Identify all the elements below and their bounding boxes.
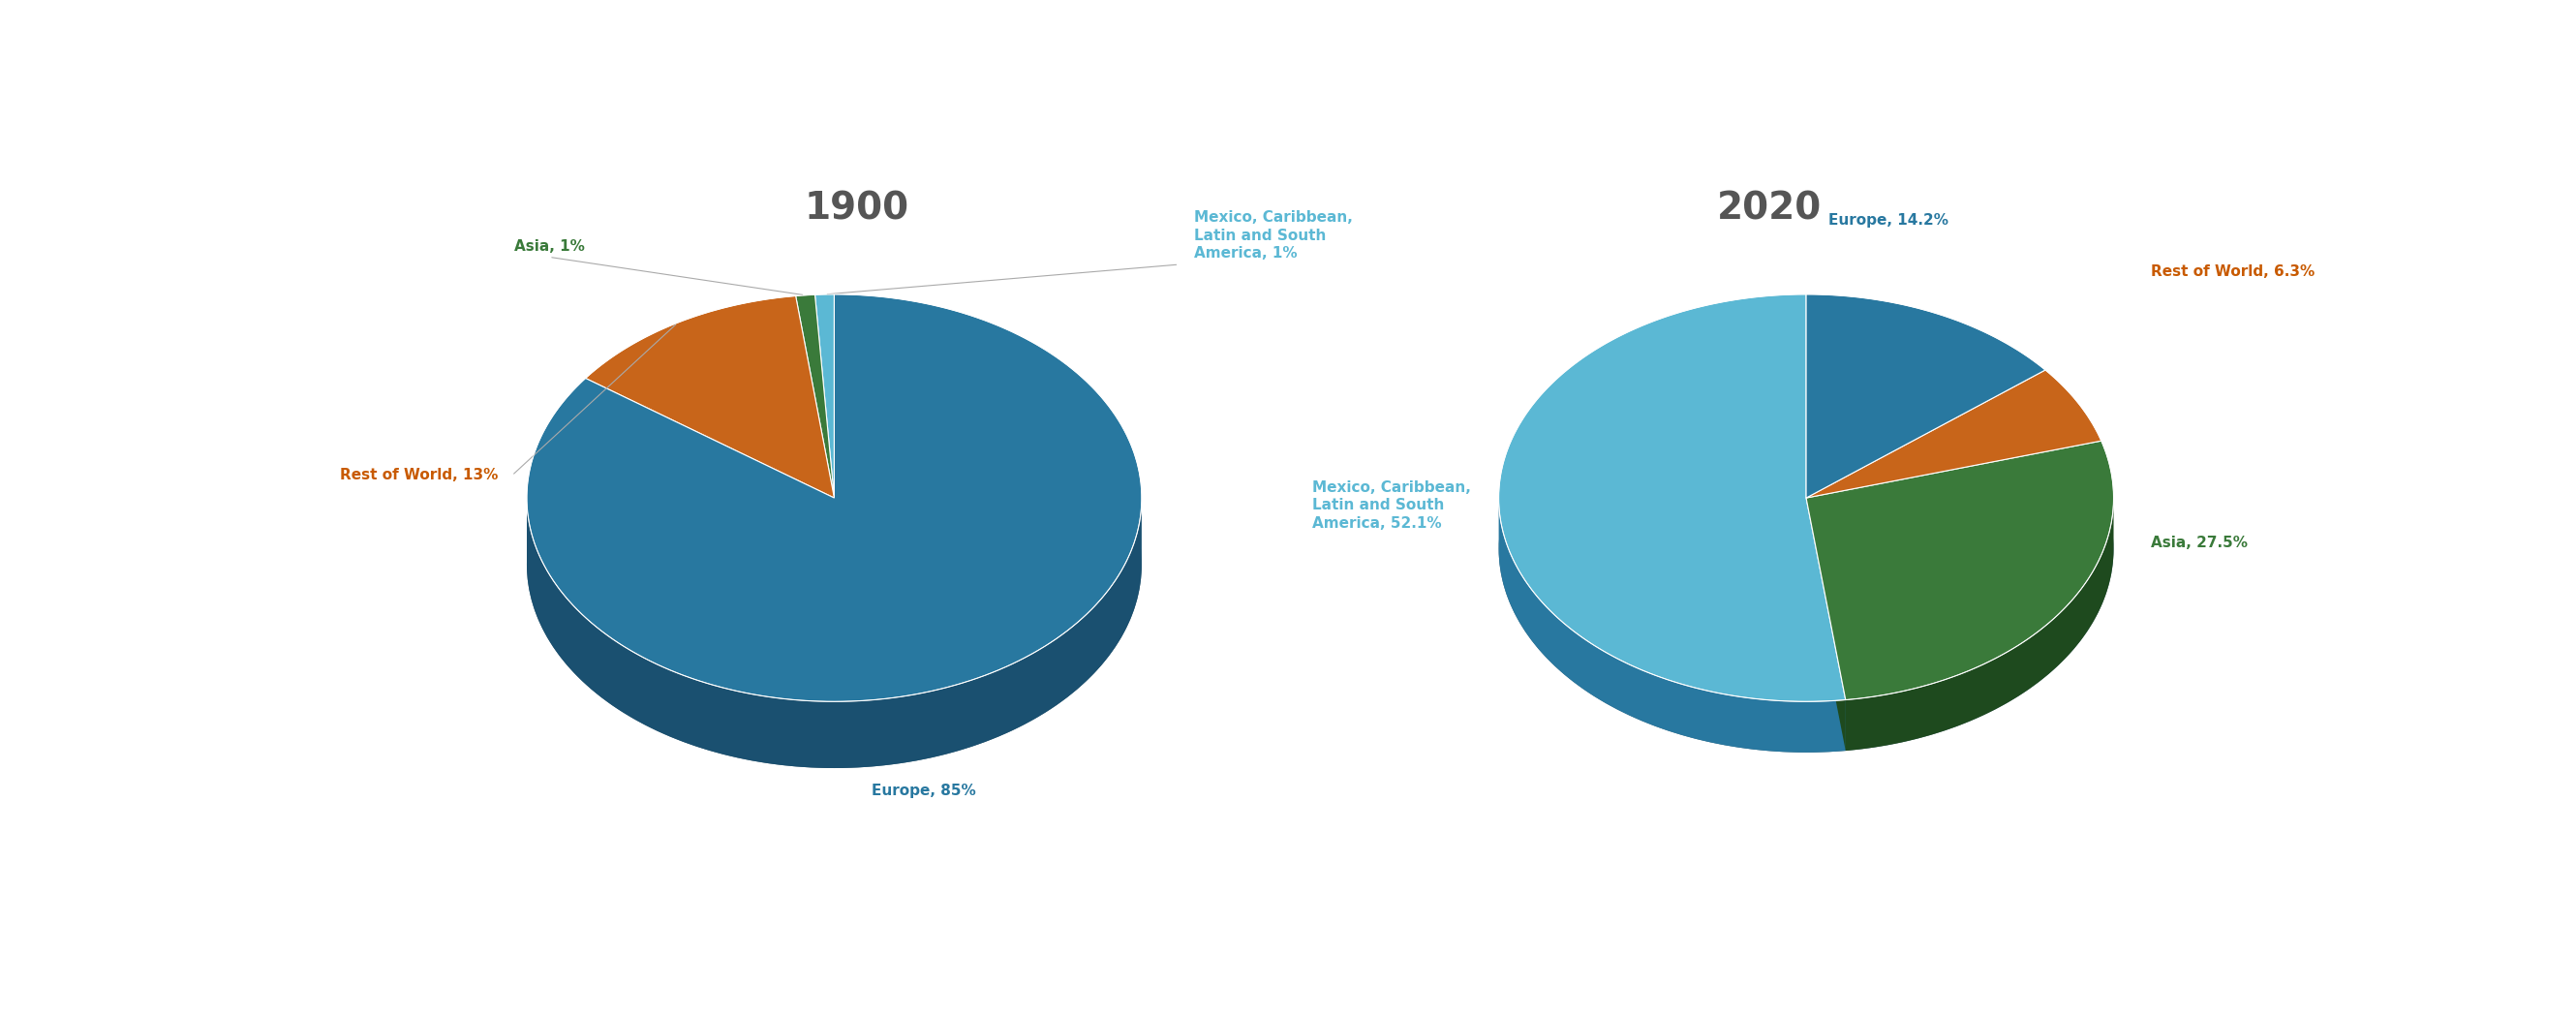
Text: Asia, 27.5%: Asia, 27.5% [2151,535,2249,550]
Polygon shape [1806,498,1844,751]
Polygon shape [528,294,1141,702]
Polygon shape [1806,498,1844,751]
Polygon shape [1806,440,2112,700]
Text: Mexico, Caribbean,
Latin and South
America, 1%: Mexico, Caribbean, Latin and South Ameri… [1193,211,1352,260]
Text: Europe, 85%: Europe, 85% [871,783,976,798]
Ellipse shape [1499,345,2112,753]
Polygon shape [528,500,1141,768]
Ellipse shape [528,361,1141,768]
Polygon shape [796,295,835,498]
Polygon shape [1806,370,2102,498]
Text: Europe, 14.2%: Europe, 14.2% [1829,213,1947,227]
Text: Mexico, Caribbean,
Latin and South
America, 52.1%: Mexico, Caribbean, Latin and South Ameri… [1311,480,1471,531]
Text: Rest of World, 6.3%: Rest of World, 6.3% [2151,264,2316,280]
Polygon shape [1806,294,2045,498]
Polygon shape [585,296,835,498]
Text: Rest of World, 13%: Rest of World, 13% [340,468,500,483]
Polygon shape [1499,294,1844,702]
Polygon shape [1844,498,2112,751]
Text: Asia, 1%: Asia, 1% [513,239,585,253]
Polygon shape [1499,499,1844,753]
Text: 2020: 2020 [1716,190,1821,227]
Text: 1900: 1900 [804,190,909,227]
Polygon shape [814,294,835,498]
